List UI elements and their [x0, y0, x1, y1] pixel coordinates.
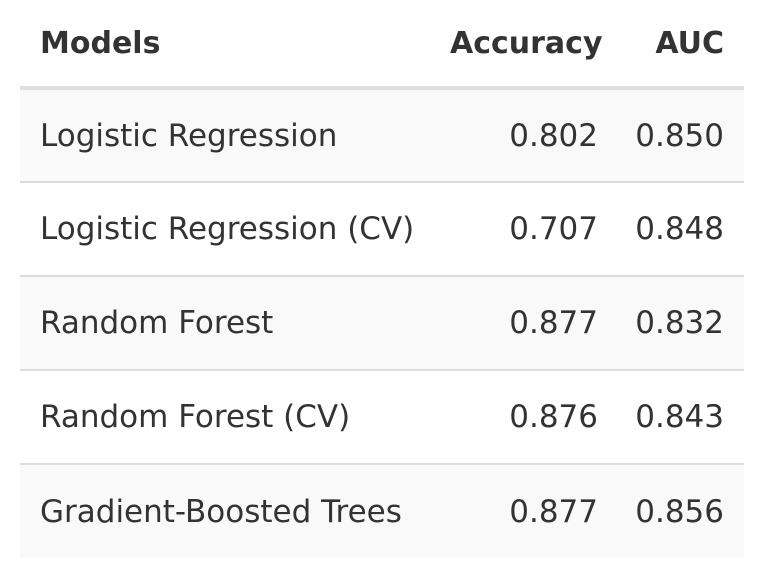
accuracy-cell: 0.707: [430, 182, 598, 277]
model-name-cell: Logistic Regression: [20, 88, 430, 183]
model-name-cell: Random Forest (CV): [20, 370, 430, 465]
accuracy-cell: 0.877: [430, 464, 598, 558]
column-header-auc: AUC: [598, 0, 744, 90]
model-name-cell: Gradient-Boosted Trees: [20, 464, 430, 558]
auc-cell: 0.856: [598, 464, 744, 558]
model-name-cell: Random Forest: [20, 276, 430, 371]
table-body: Logistic Regression 0.802 0.850 Logistic…: [20, 88, 744, 558]
auc-cell: 0.850: [598, 88, 744, 183]
model-comparison-table-container: Models Accuracy AUC Logistic Regression …: [20, 0, 744, 558]
table-header: Models Accuracy AUC: [20, 0, 744, 90]
auc-cell: 0.843: [598, 370, 744, 465]
table-row: Logistic Regression (CV) 0.707 0.848: [20, 182, 744, 277]
auc-cell: 0.832: [598, 276, 744, 371]
table-row: Gradient-Boosted Trees 0.877 0.856: [20, 464, 744, 558]
accuracy-cell: 0.877: [430, 276, 598, 371]
column-header-accuracy: Accuracy: [430, 0, 603, 90]
auc-cell: 0.848: [598, 182, 744, 277]
model-comparison-table: Models Accuracy AUC Logistic Regression …: [20, 0, 744, 558]
header-row: Models Accuracy AUC: [20, 0, 744, 90]
table-row: Random Forest (CV) 0.876 0.843: [20, 370, 744, 465]
accuracy-cell: 0.876: [430, 370, 598, 465]
model-name-cell: Logistic Regression (CV): [20, 182, 430, 277]
accuracy-cell: 0.802: [430, 88, 598, 183]
table-row: Random Forest 0.877 0.832: [20, 276, 744, 371]
table-row: Logistic Regression 0.802 0.850: [20, 88, 744, 183]
column-header-models: Models: [20, 0, 430, 90]
